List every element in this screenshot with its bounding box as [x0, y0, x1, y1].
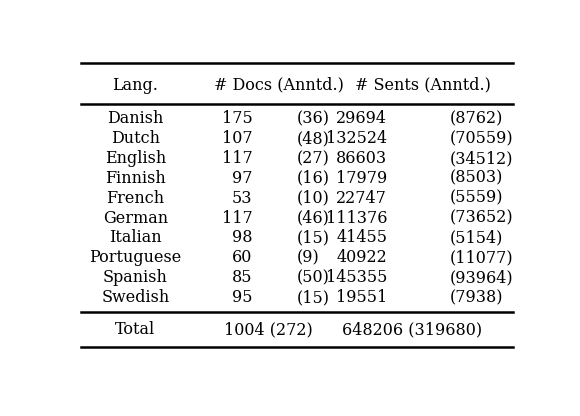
Text: (73652): (73652)	[450, 210, 514, 227]
Text: (48): (48)	[297, 130, 330, 147]
Text: (16): (16)	[297, 170, 330, 187]
Text: Italian: Italian	[109, 230, 162, 246]
Text: 117: 117	[222, 210, 252, 227]
Text: (34512): (34512)	[450, 150, 513, 167]
Text: 117: 117	[222, 150, 252, 167]
Text: (70559): (70559)	[450, 130, 514, 147]
Text: (36): (36)	[297, 110, 330, 127]
Text: 22747: 22747	[336, 190, 387, 207]
Text: Dutch: Dutch	[111, 130, 160, 147]
Text: (50): (50)	[297, 269, 330, 286]
Text: 53: 53	[232, 190, 252, 207]
Text: 111376: 111376	[325, 210, 387, 227]
Text: 60: 60	[232, 249, 252, 266]
Text: (15): (15)	[297, 289, 330, 306]
Text: (93964): (93964)	[450, 269, 514, 286]
Text: 648206 (319680): 648206 (319680)	[342, 321, 482, 338]
Text: 17979: 17979	[336, 170, 387, 187]
Text: 41455: 41455	[336, 230, 387, 246]
Text: (5154): (5154)	[450, 230, 503, 246]
Text: Spanish: Spanish	[103, 269, 168, 286]
Text: (9): (9)	[297, 249, 320, 266]
Text: 175: 175	[222, 110, 252, 127]
Text: Lang.: Lang.	[113, 77, 158, 94]
Text: (46): (46)	[297, 210, 330, 227]
Text: (27): (27)	[297, 150, 330, 167]
Text: French: French	[106, 190, 165, 207]
Text: 1004 (272): 1004 (272)	[224, 321, 313, 338]
Text: 86603: 86603	[336, 150, 387, 167]
Text: 40922: 40922	[336, 249, 387, 266]
Text: 145355: 145355	[326, 269, 387, 286]
Text: (11077): (11077)	[450, 249, 514, 266]
Text: (10): (10)	[297, 190, 330, 207]
Text: # Docs (Anntd.): # Docs (Anntd.)	[215, 77, 344, 94]
Text: (5559): (5559)	[450, 190, 503, 207]
Text: German: German	[103, 210, 168, 227]
Text: # Sents (Anntd.): # Sents (Anntd.)	[355, 77, 491, 94]
Text: (8762): (8762)	[450, 110, 503, 127]
Text: (7938): (7938)	[450, 289, 503, 306]
Text: 29694: 29694	[336, 110, 387, 127]
Text: English: English	[105, 150, 166, 167]
Text: 98: 98	[232, 230, 252, 246]
Text: 85: 85	[232, 269, 252, 286]
Text: Portuguese: Portuguese	[89, 249, 182, 266]
Text: 95: 95	[232, 289, 252, 306]
Text: 97: 97	[232, 170, 252, 187]
Text: 19551: 19551	[336, 289, 387, 306]
Text: Danish: Danish	[107, 110, 164, 127]
Text: 107: 107	[222, 130, 252, 147]
Text: 132524: 132524	[326, 130, 387, 147]
Text: Finnish: Finnish	[105, 170, 166, 187]
Text: (15): (15)	[297, 230, 330, 246]
Text: Swedish: Swedish	[102, 289, 169, 306]
Text: Total: Total	[115, 321, 155, 338]
Text: (8503): (8503)	[450, 170, 503, 187]
